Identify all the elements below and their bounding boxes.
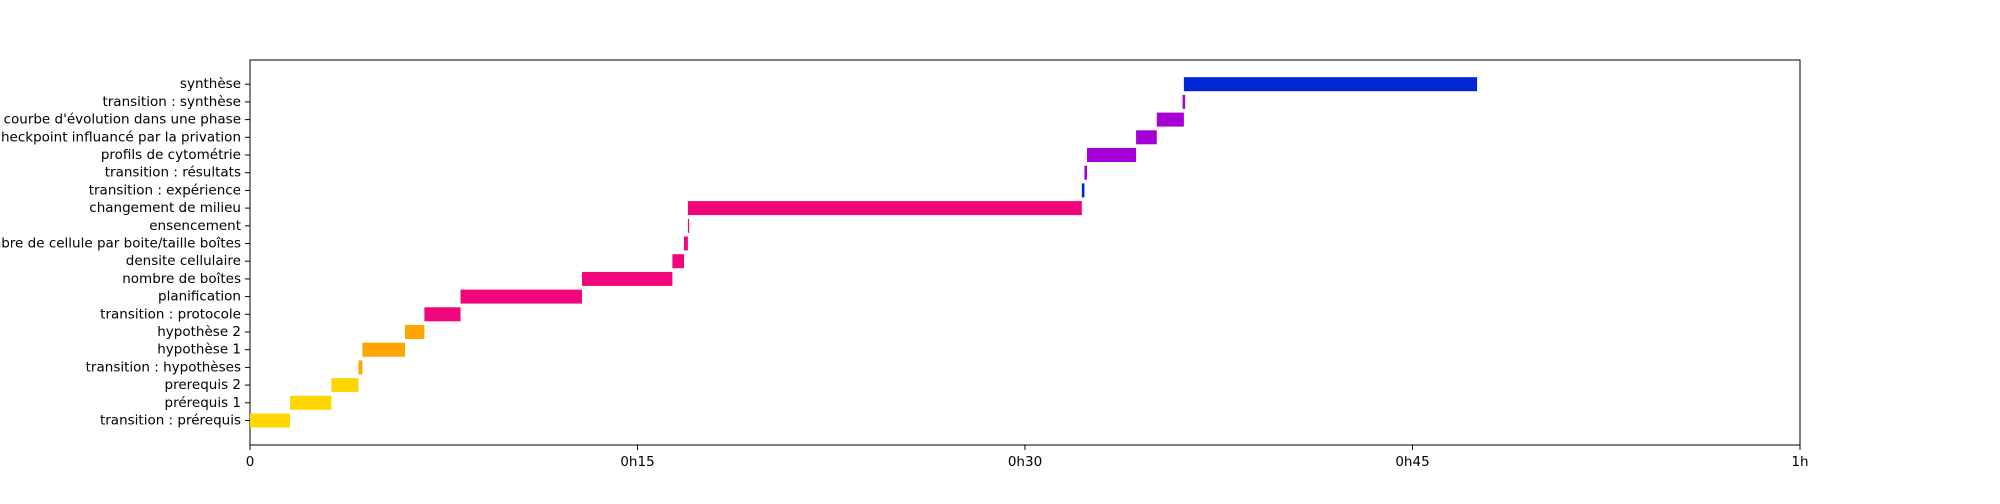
gantt-bar: [672, 254, 685, 269]
gantt-bar: [1183, 77, 1478, 92]
plot-area: [249, 59, 1801, 446]
gantt-bar: [581, 271, 673, 286]
y-tick-label: prerequis 2: [165, 377, 241, 393]
y-tick-label: transition : synthèse: [102, 94, 241, 110]
y-tick-label: checkpoint influancé par la privation: [0, 129, 241, 145]
gantt-bar: [362, 342, 406, 357]
gantt-bar: [1182, 94, 1186, 109]
y-tick-label: transition : hypothèses: [86, 359, 241, 375]
gantt-bar: [460, 289, 582, 304]
x-axis: 0 0h15 0h30 0h45 1h: [246, 445, 1809, 470]
y-tick-label: courbe d'évolution dans une phase: [4, 112, 241, 128]
bars-layer: [250, 77, 1478, 428]
x-tick-label: 0h30: [1008, 454, 1042, 470]
y-tick-label: transition : protocole: [100, 306, 241, 322]
gantt-bar: [684, 236, 688, 251]
y-tick-label: planification: [158, 289, 241, 305]
gantt-bar: [687, 201, 1082, 216]
gantt-bar: [358, 360, 363, 375]
y-tick-label: transition : prérequis: [100, 413, 241, 429]
x-tick-label: 0h15: [620, 454, 654, 470]
y-tick-label: densite cellulaire: [126, 253, 241, 269]
y-tick-label: ensencement: [149, 218, 241, 234]
gantt-bar: [424, 307, 461, 322]
gantt-bar: [331, 378, 359, 393]
gantt-bar: [1087, 148, 1137, 162]
y-tick-label: nombre de cellule par boite/taille boîte…: [0, 236, 241, 252]
y-tick-label: nombre de boîtes: [122, 271, 241, 287]
y-axis: transition : prérequis prérequis 1 prerequ…: [0, 76, 250, 429]
gantt-bar: [1084, 165, 1087, 180]
y-tick-label: prérequis 1: [165, 395, 241, 411]
y-tick-label: hypothèse 1: [157, 342, 241, 358]
y-tick-label: profils de cytométrie: [101, 147, 241, 163]
x-tick-label: 1h: [1791, 454, 1808, 470]
gantt-bar: [250, 413, 291, 428]
y-tick-label: transition : expérience: [89, 182, 241, 198]
x-tick-label: 0h45: [1395, 454, 1429, 470]
y-tick-label: transition : résultats: [105, 165, 241, 181]
gantt-bar: [290, 395, 332, 410]
y-tick-label: hypothèse 2: [157, 324, 241, 340]
y-tick-label: synthèse: [180, 76, 241, 92]
x-tick-label: 0: [246, 454, 255, 470]
gantt-bar: [687, 218, 690, 233]
gantt-bar: [1136, 130, 1157, 145]
y-tick-label: changement de milieu: [89, 200, 241, 216]
gantt-bar: [405, 325, 425, 339]
gantt-bar: [1081, 183, 1085, 198]
gantt-bar: [1156, 112, 1184, 127]
